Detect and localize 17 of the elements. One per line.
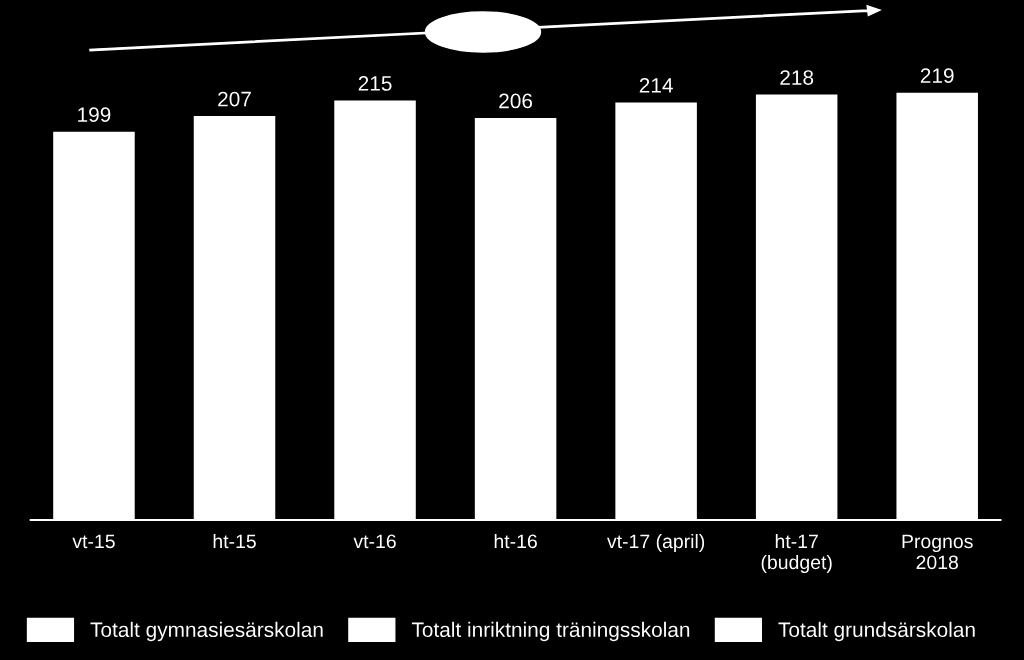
x-tick-label: ht-15 [213, 533, 256, 549]
data-label: 214 [639, 77, 673, 93]
x-tick-label: ht-17 (budget) [761, 533, 832, 574]
x-tick-label: Prognos 2018 [902, 534, 973, 570]
x-tick-label: vt-17 (april) [607, 533, 705, 553]
data-label: 199 [78, 107, 111, 123]
data-label: 207 [218, 91, 251, 107]
legend-label: Totalt inriktning träningsskolan [411, 621, 690, 642]
data-label: 218 [780, 70, 814, 85]
data-label: 219 [920, 68, 954, 83]
data-label: 215 [358, 76, 392, 91]
x-tick-label: vt-16 [353, 534, 396, 549]
x-tick-label: ht-16 [494, 533, 537, 549]
x-tick-label: vt-15 [72, 534, 115, 549]
legend-label: Totalt grundsärskolan [778, 621, 975, 642]
legend-label: Totalt gymnasiesärskolan [90, 621, 323, 642]
data-label: 206 [499, 93, 533, 109]
